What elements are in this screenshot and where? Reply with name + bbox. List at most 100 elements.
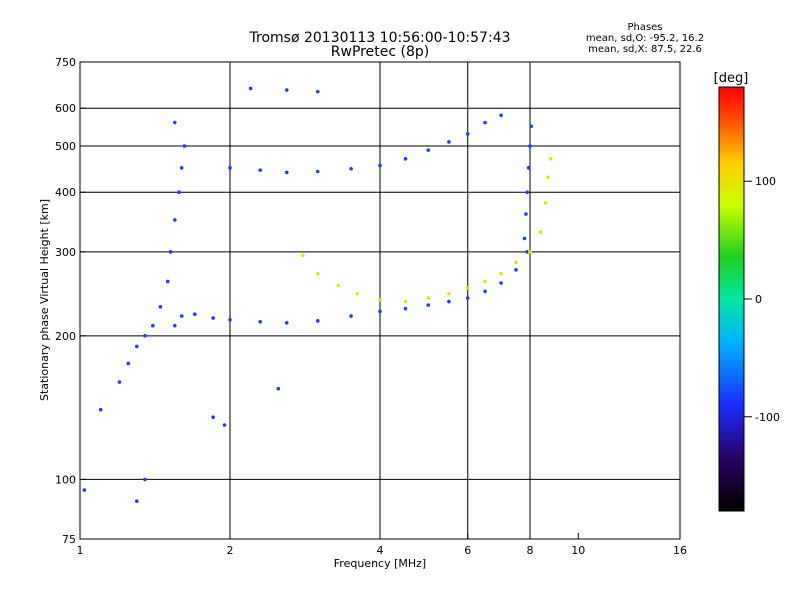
- data-point: [143, 334, 147, 338]
- data-point: [524, 212, 528, 216]
- y-axis-label: Stationary phase Virtual Height [km]: [38, 199, 51, 401]
- data-point: [525, 250, 530, 254]
- y-tick-label: 500: [55, 140, 76, 153]
- data-point: [525, 190, 530, 195]
- data-point: [151, 323, 155, 328]
- data-point: [315, 89, 320, 94]
- data-points: [82, 86, 553, 504]
- data-point: [315, 271, 320, 276]
- data-point: [522, 236, 527, 241]
- data-point: [284, 320, 289, 325]
- data-point: [179, 314, 184, 318]
- phases-line-x: mean, sd,X: 87.5, 22.6: [588, 44, 702, 55]
- x-axis-label: Frequency [MHz]: [334, 557, 426, 570]
- data-point: [248, 86, 253, 91]
- data-point: [355, 291, 359, 296]
- x-tick-label: 4: [377, 544, 384, 557]
- colorbar: [718, 86, 745, 512]
- y-tick-label: 200: [55, 330, 76, 343]
- data-point: [173, 218, 177, 222]
- data-point: [228, 318, 232, 322]
- data-point: [211, 316, 215, 320]
- data-point: [173, 323, 177, 328]
- data-point: [499, 113, 503, 118]
- data-point: [447, 291, 451, 296]
- data-point: [403, 306, 408, 311]
- data-point: [284, 170, 289, 175]
- data-point: [447, 299, 451, 304]
- x-tick-label: 8: [527, 544, 534, 557]
- data-point: [499, 281, 503, 285]
- data-point: [465, 132, 470, 136]
- data-point: [378, 309, 382, 314]
- data-point: [529, 124, 534, 129]
- data-point: [179, 166, 184, 170]
- data-point: [165, 279, 170, 284]
- data-point: [403, 299, 408, 304]
- data-point: [98, 407, 103, 412]
- data-point: [126, 361, 131, 366]
- data-point: [211, 415, 215, 420]
- data-point: [258, 319, 263, 324]
- data-point: [82, 488, 87, 492]
- data-point: [528, 250, 532, 254]
- y-tick-label: 75: [62, 533, 76, 546]
- y-tick-label: 300: [55, 246, 76, 259]
- data-point: [543, 201, 548, 205]
- data-point: [548, 157, 553, 161]
- grid-lines: [80, 62, 680, 539]
- data-point: [465, 296, 470, 300]
- data-point: [182, 144, 187, 148]
- x-tick-label: 1: [77, 544, 84, 557]
- data-point: [514, 268, 518, 272]
- colorbar-tick-label: -100: [755, 411, 780, 424]
- data-point: [336, 283, 341, 288]
- colorbar-label: [deg]: [714, 71, 749, 86]
- colorbar-ticks: 100 0 -100: [744, 175, 780, 424]
- y-axis-ticks: 75 100 200 300 400 500 600 750: [55, 56, 86, 546]
- x-axis-ticks: 1 2 4 6 8 10 16: [77, 533, 687, 557]
- data-point: [499, 271, 503, 276]
- chart-title-line2: RwPretec (8p): [331, 44, 429, 60]
- colorbar-tick-label: 0: [755, 293, 762, 306]
- x-tick-label: 2: [227, 544, 234, 557]
- y-tick-label: 400: [55, 186, 76, 199]
- data-point: [514, 260, 518, 265]
- data-point: [284, 88, 289, 92]
- data-point: [134, 499, 139, 504]
- data-point: [483, 279, 487, 284]
- data-point: [258, 168, 263, 172]
- data-point: [465, 286, 470, 290]
- y-tick-label: 100: [55, 473, 76, 486]
- data-point: [403, 157, 408, 161]
- x-tick-label: 16: [673, 544, 687, 557]
- data-point: [526, 166, 531, 170]
- data-point: [301, 253, 305, 258]
- data-point: [173, 120, 177, 125]
- data-point: [315, 319, 320, 323]
- data-point: [193, 312, 197, 316]
- chart-title-line1: Tromsø 20130113 10:56:00-10:57:43: [249, 30, 511, 46]
- data-point: [546, 175, 550, 180]
- colorbar-tick-label: 100: [755, 175, 776, 188]
- data-point: [349, 166, 353, 171]
- data-point: [426, 303, 431, 307]
- phases-label: Phases: [627, 22, 662, 33]
- y-tick-label: 600: [55, 102, 76, 115]
- x-tick-label: 10: [571, 544, 585, 557]
- data-point: [228, 166, 232, 170]
- data-point: [426, 296, 431, 300]
- data-point: [483, 289, 487, 294]
- data-point: [315, 169, 320, 174]
- data-point: [426, 148, 431, 152]
- data-point: [538, 230, 543, 234]
- x-tick-label: 6: [464, 544, 471, 557]
- data-point: [143, 477, 147, 482]
- y-tick-label: 750: [55, 56, 76, 69]
- data-point: [483, 120, 487, 125]
- data-point: [447, 140, 451, 144]
- data-point: [222, 423, 227, 427]
- data-point: [276, 386, 281, 391]
- phases-line-o: mean, sd,O: -95.2, 16.2: [586, 33, 704, 44]
